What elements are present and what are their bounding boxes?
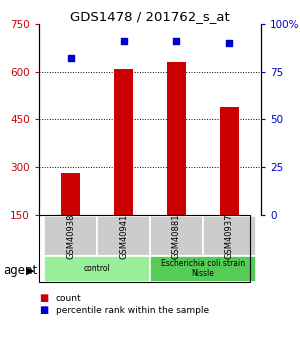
Text: count: count <box>56 294 81 303</box>
Bar <box>203 216 256 256</box>
Bar <box>44 216 97 256</box>
Text: GSM40937: GSM40937 <box>225 213 234 259</box>
Text: control: control <box>84 264 110 273</box>
Text: GSM40941: GSM40941 <box>119 213 128 258</box>
Bar <box>220 107 239 215</box>
Title: GDS1478 / 201762_s_at: GDS1478 / 201762_s_at <box>70 10 230 23</box>
Point <box>227 40 232 46</box>
Bar <box>97 216 150 256</box>
Point <box>68 56 73 61</box>
Bar <box>167 62 186 215</box>
Point <box>174 39 179 44</box>
Bar <box>44 256 150 282</box>
Text: percentile rank within the sample: percentile rank within the sample <box>56 306 208 315</box>
Text: ▶: ▶ <box>26 266 34 276</box>
Text: GSM40881: GSM40881 <box>172 213 181 259</box>
Bar <box>61 174 80 215</box>
Point <box>121 39 126 44</box>
Text: GSM40938: GSM40938 <box>66 213 75 259</box>
Text: Escherichia coli strain
Nissle: Escherichia coli strain Nissle <box>161 259 245 278</box>
Text: ■: ■ <box>39 306 48 315</box>
Text: ■: ■ <box>39 294 48 303</box>
Text: agent: agent <box>3 264 37 277</box>
Bar <box>150 216 203 256</box>
Bar <box>114 69 133 215</box>
Bar <box>150 256 256 282</box>
